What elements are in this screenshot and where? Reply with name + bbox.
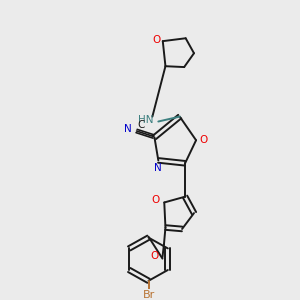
Text: C: C	[137, 120, 145, 130]
Text: O: O	[152, 195, 160, 205]
Text: N: N	[154, 164, 162, 173]
Text: N: N	[124, 124, 132, 134]
Text: O: O	[200, 135, 208, 145]
Text: Br: Br	[142, 290, 154, 300]
Text: HN: HN	[138, 115, 154, 125]
Text: O: O	[153, 35, 161, 45]
Text: O: O	[150, 251, 158, 261]
